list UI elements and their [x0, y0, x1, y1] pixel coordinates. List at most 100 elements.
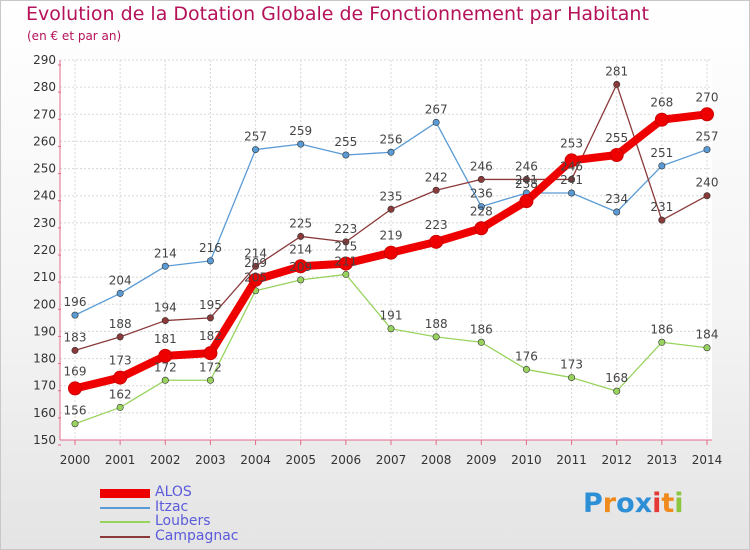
data-point-alos: [158, 348, 173, 363]
legend-label-itzac: Itzac: [155, 498, 189, 515]
data-point-loubers: [387, 325, 395, 333]
data-label-itzac: 259: [289, 124, 312, 138]
data-point-itzac: [613, 208, 621, 216]
data-point-campagnac: [613, 80, 621, 88]
logo-letter: P: [583, 488, 603, 519]
data-point-campagnac: [522, 175, 530, 183]
logo-letter: x: [634, 488, 653, 519]
data-label-loubers: 172: [199, 360, 222, 374]
data-point-loubers: [161, 376, 169, 384]
data-label-campagnac: 281: [605, 64, 628, 78]
y-tick-label: 240: [33, 189, 56, 203]
data-label-itzac: 267: [425, 102, 448, 116]
data-label-alos: 223: [425, 218, 448, 232]
data-point-alos: [384, 245, 398, 260]
data-point-loubers: [703, 344, 711, 352]
data-label-campagnac: 246: [515, 159, 538, 173]
data-label-alos: 182: [199, 329, 222, 343]
data-label-campagnac: 183: [64, 330, 87, 344]
data-point-alos: [293, 259, 308, 274]
data-label-loubers: 156: [64, 404, 87, 418]
data-label-loubers: 205: [244, 271, 267, 285]
x-tick-label: 2005: [285, 453, 316, 467]
data-label-campagnac: 231: [650, 200, 673, 214]
data-label-alos: 238: [515, 177, 538, 191]
y-tick-label: 160: [33, 406, 56, 420]
y-tick-label: 170: [33, 379, 56, 393]
line-chart: 150 160 170 180 190 200 210 220 230 240 250 260 270 2…: [33, 53, 722, 467]
data-point-itzac: [658, 162, 666, 170]
data-point-itzac: [568, 189, 576, 197]
data-point-itzac: [477, 203, 485, 211]
data-point-campagnac: [387, 205, 395, 213]
x-tick-label: 2004: [240, 453, 271, 467]
data-point-campagnac: [206, 314, 214, 322]
data-point-campagnac: [703, 192, 711, 200]
x-tick-label: 2001: [105, 453, 136, 467]
data-label-loubers: 184: [696, 328, 719, 342]
data-label-loubers: 168: [605, 371, 628, 385]
legend-swatch-loubers: [100, 521, 150, 524]
data-point-itzac: [71, 311, 79, 319]
data-label-alos: 215: [334, 240, 357, 254]
logo-letter: i: [652, 488, 662, 519]
data-point-campagnac: [297, 232, 305, 240]
x-tick-label: 2013: [647, 453, 678, 467]
data-label-loubers: 191: [380, 309, 403, 323]
data-label-campagnac: 194: [154, 301, 177, 315]
data-point-loubers: [206, 376, 214, 384]
y-tick-label: 150: [33, 433, 56, 447]
data-point-campagnac: [658, 216, 666, 224]
legend-swatch-itzac: [100, 506, 150, 509]
data-label-itzac: 236: [470, 187, 493, 201]
data-label-loubers: 176: [515, 349, 538, 363]
data-label-loubers: 162: [109, 387, 132, 401]
data-label-loubers: 188: [425, 317, 448, 331]
data-label-loubers: 173: [560, 358, 583, 372]
data-point-loubers: [342, 270, 350, 278]
data-label-itzac: 214: [154, 246, 177, 260]
data-label-alos: 173: [109, 354, 132, 368]
data-point-campagnac: [71, 346, 79, 354]
y-tick-label: 290: [33, 53, 56, 67]
data-point-campagnac: [252, 262, 260, 270]
y-tick-label: 280: [33, 80, 56, 94]
data-labels: 196 204 214 216 257 259 255 256 267 236 241 241 234 2…: [64, 64, 719, 417]
legend-swatch-campagnac: [100, 535, 150, 538]
data-point-itzac: [161, 262, 169, 270]
data-point-alos: [700, 107, 714, 122]
legend-label-campagnac: Campagnac: [155, 527, 239, 544]
x-tick-label: 2002: [150, 453, 181, 467]
data-label-itzac: 255: [334, 135, 357, 149]
y-tick-label: 270: [33, 107, 56, 121]
data-point-alos: [203, 346, 218, 361]
data-point-itzac: [342, 151, 350, 159]
x-tick-label: 2012: [601, 453, 632, 467]
data-point-alos: [429, 234, 444, 249]
data-label-itzac: 251: [650, 146, 673, 160]
data-label-campagnac: 188: [109, 317, 132, 331]
data-point-campagnac: [161, 317, 169, 325]
data-point-itzac: [116, 289, 124, 297]
series-layer: [68, 80, 714, 428]
data-label-itzac: 256: [380, 132, 403, 146]
y-tick-label: 250: [33, 162, 56, 176]
legend-swatch-alos: [100, 488, 150, 498]
data-point-alos: [474, 221, 489, 236]
x-tick-label: 2010: [511, 453, 542, 467]
data-point-itzac: [432, 118, 440, 126]
data-point-loubers: [297, 276, 305, 284]
data-label-alos: 253: [560, 136, 583, 150]
y-tick-label: 220: [33, 243, 56, 257]
data-point-alos: [564, 153, 579, 168]
x-tick-label: 2014: [692, 453, 723, 467]
data-label-itzac: 257: [696, 130, 719, 144]
data-point-loubers: [71, 420, 79, 428]
data-point-alos: [248, 272, 263, 287]
axes: 150 160 170 180 190 200 210 220 230 240 250 260 270 2…: [33, 53, 722, 467]
x-tick-label: 2003: [195, 453, 226, 467]
data-label-loubers: 186: [650, 322, 673, 336]
data-point-loubers: [116, 403, 124, 411]
data-point-loubers: [658, 338, 666, 346]
data-label-loubers: 211: [334, 254, 357, 268]
